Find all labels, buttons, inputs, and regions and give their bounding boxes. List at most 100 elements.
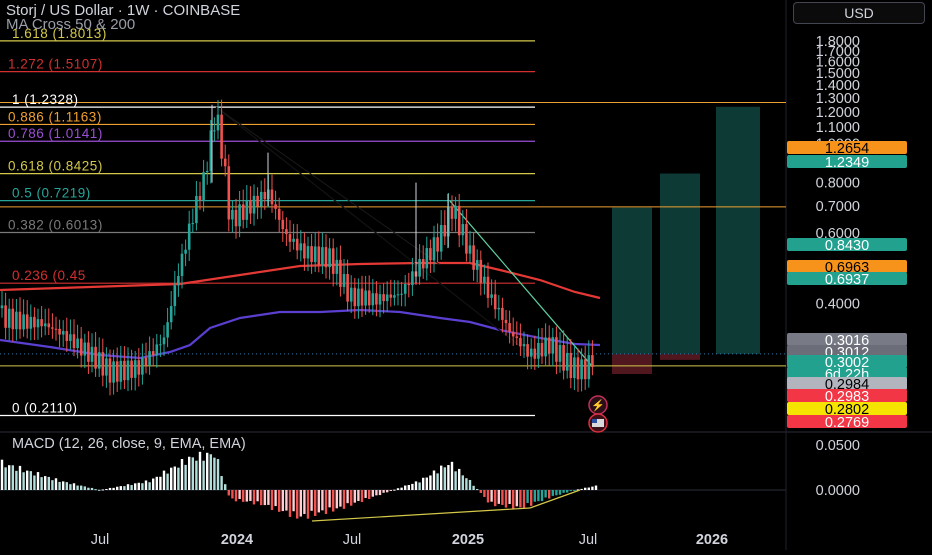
macd-bar (90, 487, 94, 490)
candle-body (490, 294, 493, 298)
candle-body (382, 294, 385, 302)
macd-bar (58, 481, 61, 490)
candle-body (166, 322, 169, 338)
ma-200-line (0, 261, 601, 300)
candle-body (540, 342, 544, 357)
price-axis-tick: 0.6000 (816, 226, 860, 242)
macd-bar (335, 490, 338, 509)
price-label-bg (787, 345, 907, 358)
macd-bar (490, 490, 493, 502)
candle-body (65, 331, 69, 341)
macd-bar (479, 490, 482, 493)
macd-bar (234, 490, 238, 502)
macd-bar (213, 457, 216, 490)
macd-bar (47, 476, 50, 490)
trendline-green (449, 200, 593, 367)
candle-body (468, 245, 472, 254)
candle-body (367, 290, 371, 306)
chart-title: Storj / US Dollar · 1W · COINBASE (6, 2, 241, 19)
macd-bar (195, 460, 198, 490)
candle-body (353, 287, 357, 307)
macd-bar (540, 490, 544, 502)
macd-bar (558, 490, 562, 495)
price-label-bg (787, 272, 907, 285)
macd-bar (245, 490, 248, 502)
macd-bar (188, 456, 191, 490)
candle-body (101, 352, 105, 376)
trendline-black (215, 106, 531, 355)
macd-bar (126, 484, 130, 490)
fib-level-label: 1 (1.2328) (12, 92, 79, 107)
price-axis-tick: 1.4000 (816, 78, 860, 94)
macd-bar (587, 487, 590, 490)
candle-body (281, 219, 285, 230)
candle-body (51, 327, 54, 329)
fib-level-label: 0 (0.2110) (12, 400, 78, 415)
candle-body (576, 357, 580, 380)
macd-bar (310, 490, 313, 511)
macd-bar (209, 454, 212, 490)
macd-bar (364, 490, 367, 498)
candle-body (256, 195, 259, 207)
macd-bar (40, 477, 43, 490)
candle-body (310, 246, 313, 263)
macd-bar (116, 486, 119, 490)
macd-bar (148, 482, 151, 490)
macd-bar (281, 490, 284, 512)
candle-body (346, 274, 349, 302)
macd-divergence-line (311, 507, 531, 522)
macd-bar (555, 490, 558, 496)
macd-bar (472, 485, 475, 490)
macd-bar (551, 490, 554, 496)
macd-bar (65, 482, 68, 490)
macd-bar (144, 480, 148, 490)
macd-bar (15, 470, 18, 490)
macd-bar (501, 490, 504, 505)
candle-body (69, 334, 72, 341)
price-label: 0.2983 (825, 389, 869, 405)
candle-body (173, 285, 177, 307)
candle-body (486, 276, 490, 298)
candle-body (501, 307, 504, 320)
candle-body (317, 246, 321, 265)
macd-bar (519, 490, 522, 508)
candle-body (425, 248, 429, 269)
candle-body (159, 344, 162, 346)
candle-body (151, 351, 155, 356)
candle-body (43, 323, 47, 327)
time-axis-tick: Jul (343, 532, 362, 548)
macd-bar (360, 490, 364, 502)
macd-bar (422, 477, 425, 490)
candle-body (443, 225, 447, 237)
candle-body (259, 191, 263, 207)
candle-body (324, 247, 328, 268)
candle-body (378, 294, 382, 305)
macd-bar (36, 472, 40, 490)
macd-bar (274, 490, 277, 507)
macd-bar (548, 490, 551, 499)
currency-button[interactable]: USD (793, 2, 925, 24)
candle-body (454, 205, 457, 219)
candle-body (547, 337, 551, 354)
candle-body (209, 130, 213, 172)
macd-bar (576, 489, 580, 491)
fib-level-label: 0.618 (0.8425) (8, 159, 103, 174)
price-label-bg (787, 367, 907, 380)
macd-axis-tick: 0.0000 (816, 483, 860, 499)
candle-body (306, 246, 310, 259)
candle-body (292, 238, 295, 242)
candle-body (580, 359, 583, 380)
macd-bar (198, 451, 202, 490)
macd-bar (159, 476, 162, 490)
macd-bar (285, 490, 288, 511)
candle-body (90, 346, 94, 362)
ma-50-line (0, 308, 601, 360)
candle-body (7, 308, 11, 328)
macd-bar (450, 461, 454, 490)
candle-body (511, 331, 515, 337)
candle-body (396, 294, 400, 296)
fib-level-label: 0.382 (0.6013) (8, 218, 103, 233)
price-label-bg (787, 402, 907, 415)
